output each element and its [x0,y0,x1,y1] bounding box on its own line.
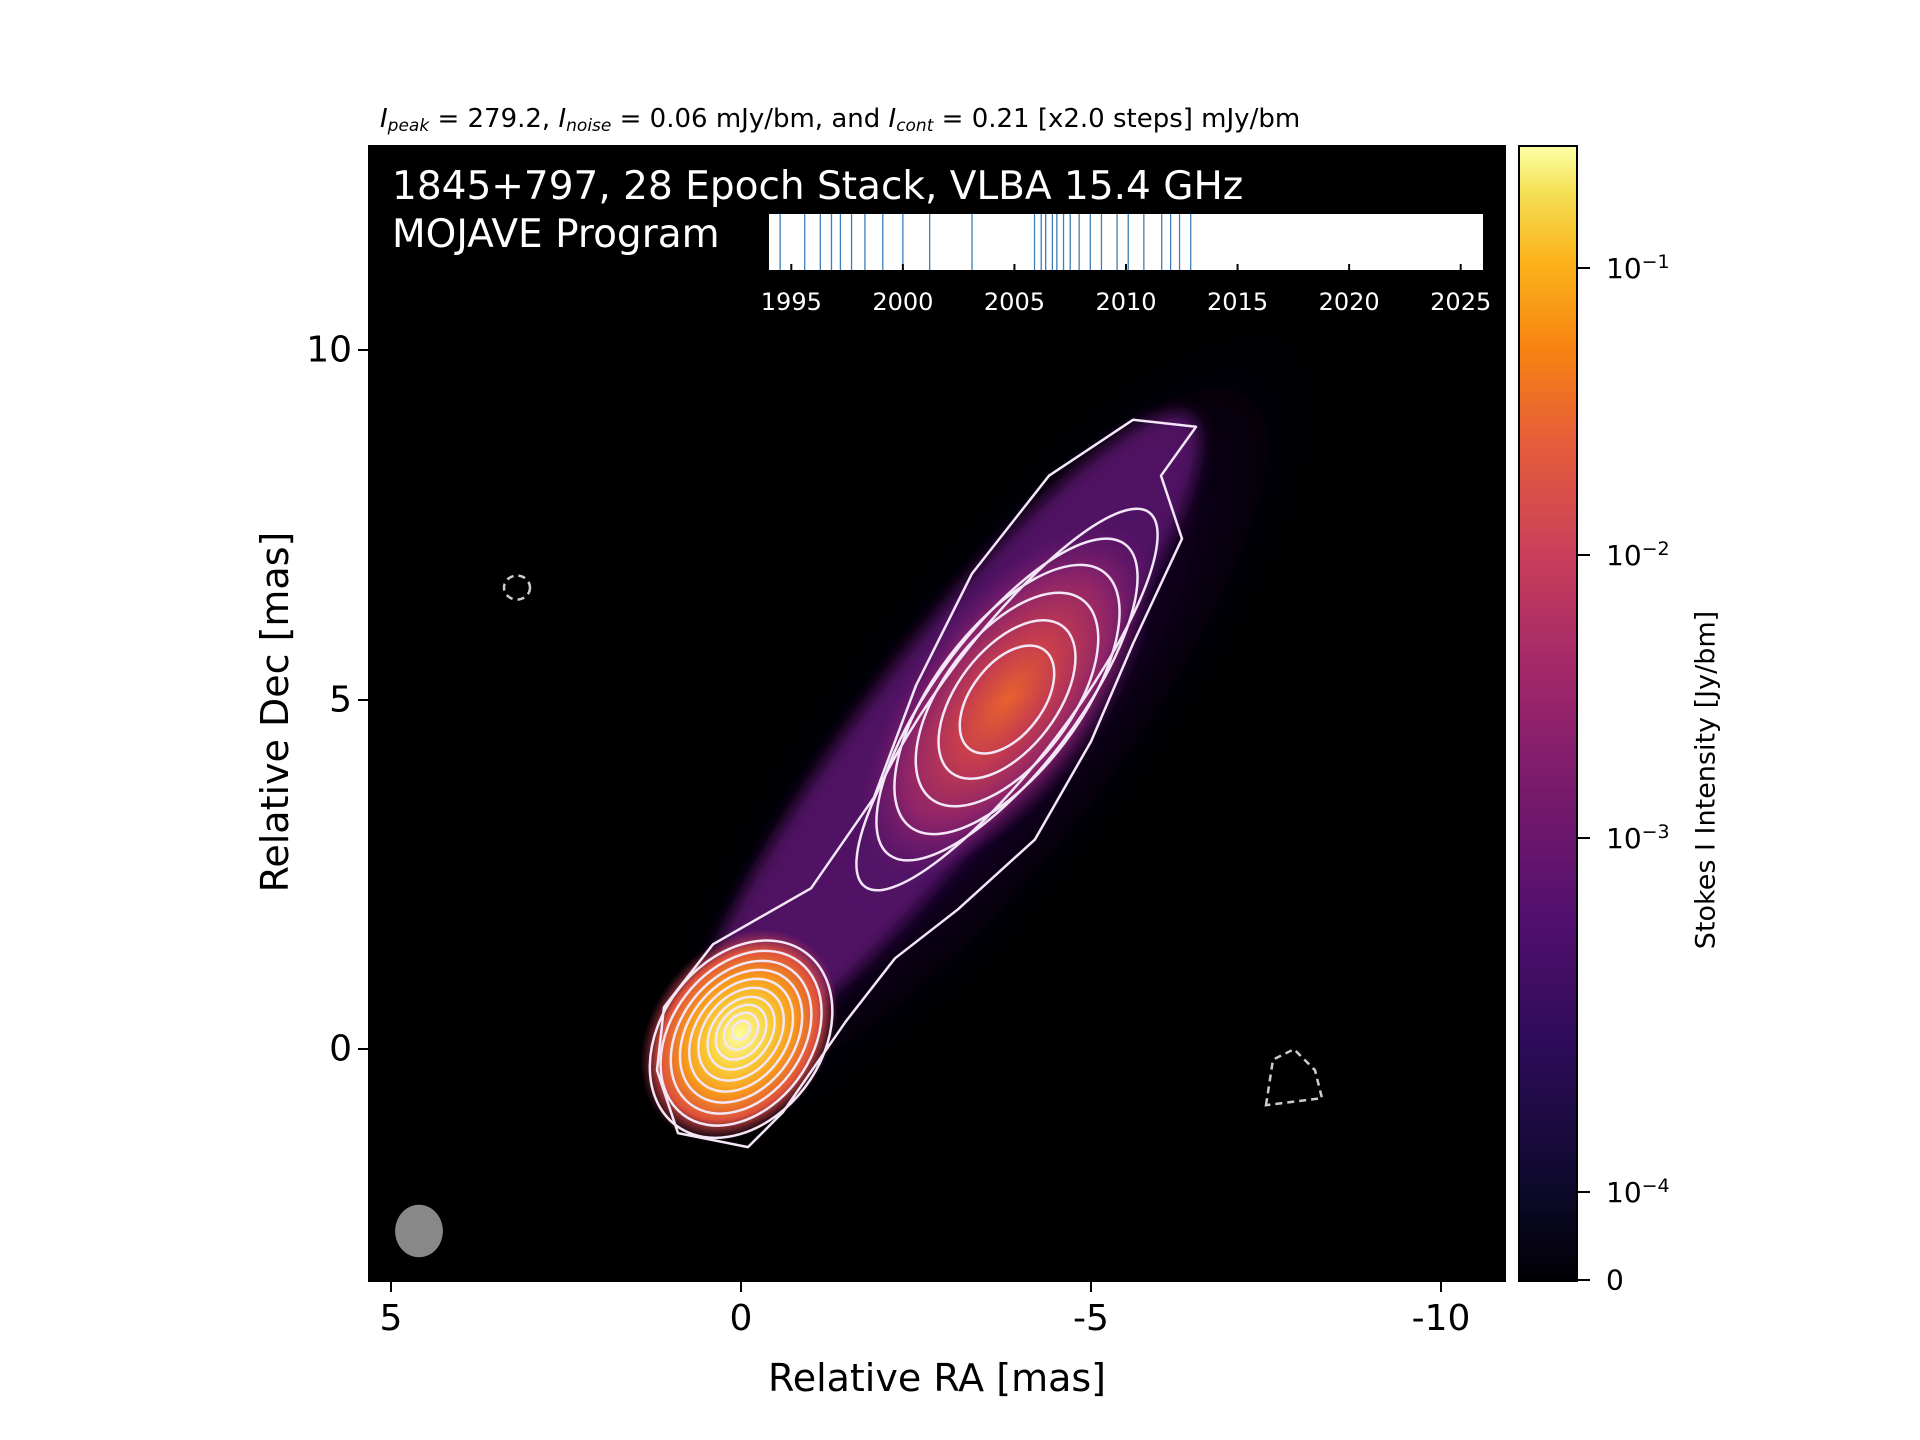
program-label: MOJAVE Program [392,212,720,257]
intensity-map [395,314,1328,1258]
contour-core-7 [706,995,776,1071]
colorbar [1518,145,1578,1282]
plot-caption: Ipeak = 279.2, Inoise = 0.06 mJy/bm, and… [380,104,1301,136]
negative-contour-2 [1264,1047,1324,1107]
x-tick-mark [1440,1282,1442,1292]
x-axis-label: Relative RA [mas] [767,1356,1107,1400]
x-tick-mark [740,1282,742,1292]
colorbar-label: Stokes I Intensity [Jy/bm] [1690,610,1722,950]
image-plot-area: 1845+797, 28 Epoch Stack, VLBA 15.4 GHz … [368,145,1506,1282]
contour-core-4 [678,968,804,1104]
colorbar-tick-mark [1578,267,1590,270]
x-tick-mark [390,1282,392,1292]
colorbar-tick-label: 10−4 [1606,1174,1670,1209]
jet-knot-emission [859,522,1155,877]
contour-core-9 [722,1011,760,1051]
x-tick-mark [1090,1282,1092,1292]
x-tick-label: -5 [1073,1298,1109,1339]
y-tick-mark [358,698,368,701]
contour-core-8 [714,1003,768,1061]
colorbar-tick-label: 10−3 [1606,820,1670,856]
y-tick-mark [358,1048,368,1051]
timeline-year-label: 2025 [1430,288,1492,316]
contour-knot-3 [893,563,1121,836]
y-tick-mark [358,348,368,351]
y-tick-label: 5 [329,679,352,720]
contour-knot-5 [937,619,1077,780]
contour-core-5 [687,977,795,1093]
y-tick-label: 10 [306,329,352,371]
colorbar-tick-mark [1578,553,1590,556]
colorbar-tick-mark [1578,1190,1590,1193]
contour-core-2 [659,949,823,1127]
timeline-year-label: 2020 [1318,288,1380,316]
beam-ellipse [395,1204,443,1258]
x-tick-label: 5 [379,1298,403,1339]
colorbar-tick-label: 10−2 [1606,537,1670,573]
colorbar-tick-label: 0 [1606,1263,1624,1297]
chart-title: 1845+797, 28 Epoch Stack, VLBA 15.4 GHz [392,164,1244,209]
y-axis-label: Relative Dec [mas] [253,531,297,893]
contour-core-3 [669,959,813,1115]
colorbar-tick-label: 10−1 [1606,251,1670,286]
x-tick-label: -10 [1411,1298,1471,1339]
x-tick-label: 0 [729,1298,753,1339]
timeline-year-label: 2000 [872,288,934,316]
timeline-year-label: 2010 [1095,288,1157,316]
contour-knot-6 [958,644,1056,755]
epoch-timeline [769,214,1483,270]
contour-core-6 [697,986,786,1082]
contour-core-1 [648,939,834,1140]
contour-outer [655,418,1198,1149]
contour-knot-1 [855,507,1159,892]
y-tick-label: 0 [329,1028,352,1070]
colorbar-tick-mark [1578,837,1590,840]
negative-contour-1 [502,574,532,601]
timeline-year-label: 2015 [1207,288,1269,316]
timeline-year-label: 2005 [983,288,1045,316]
timeline-year-label: 1995 [760,288,822,316]
colorbar-tick-mark [1578,1279,1590,1281]
contour-knot-4 [914,591,1100,808]
contour-core-10 [731,1019,752,1041]
contour-knot-2 [875,537,1139,862]
